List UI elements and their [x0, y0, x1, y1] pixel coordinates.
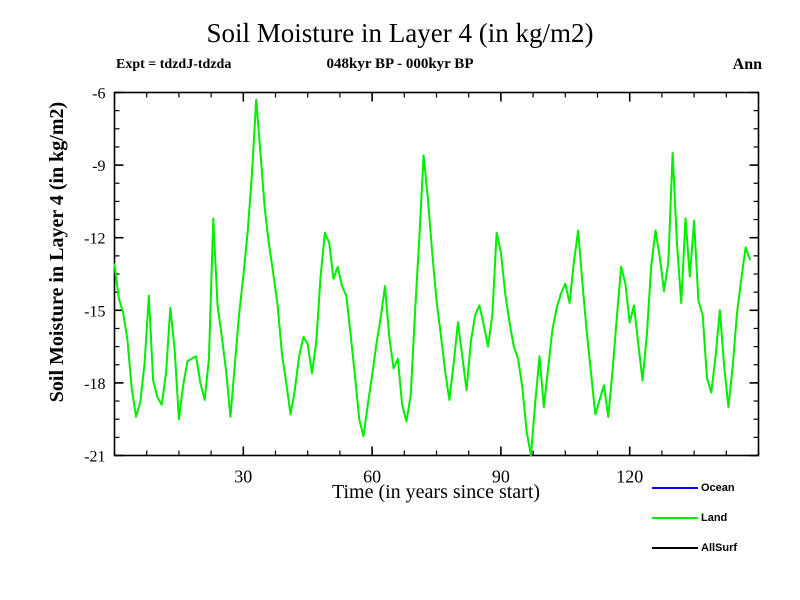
legend-swatch-allsurf: [652, 547, 698, 549]
x-axis-title: Time (in years since start): [331, 481, 541, 503]
period-label: 048kyr BP - 000kyr BP: [326, 56, 474, 72]
y-tick-label: -21: [84, 449, 105, 466]
y-tick-label: -12: [84, 231, 105, 248]
legend-label-ocean: Ocean: [701, 482, 735, 494]
data-series: [113, 98, 751, 457]
y-tick-label: -9: [92, 158, 105, 175]
x-tick-label: 30: [234, 467, 252, 487]
tick-marks: [113, 91, 760, 457]
legend-label-allsurf: AllSurf: [701, 542, 738, 554]
experiment-label: Expt = tdzdJ-tdzda: [116, 57, 232, 72]
y-tick-label: -18: [84, 376, 105, 393]
x-tick-label: 60: [363, 467, 381, 487]
legend-item-allsurf[interactable]: AllSurf: [652, 538, 792, 558]
legend-label-land: Land: [701, 512, 728, 524]
legend-swatch-ocean: [652, 487, 698, 489]
series-line-land: [113, 98, 751, 457]
y-tick-labels: -6 -9 -12 -15 -18 -21: [84, 86, 105, 466]
y-tick-label: -15: [84, 303, 105, 320]
x-tick-labels: 30 60 90 120: [234, 467, 643, 487]
x-tick-label: 120: [616, 467, 643, 487]
legend: Ocean Land AllSurf: [652, 478, 792, 564]
page-title: Soil Moisture in Layer 4 (in kg/m2): [206, 18, 594, 48]
legend-item-ocean[interactable]: Ocean: [652, 478, 792, 498]
season-label: Ann: [732, 56, 762, 73]
y-tick-label: -6: [92, 86, 105, 103]
x-tick-label: 90: [492, 467, 510, 487]
legend-swatch-land: [652, 517, 698, 519]
legend-item-land[interactable]: Land: [652, 508, 792, 528]
